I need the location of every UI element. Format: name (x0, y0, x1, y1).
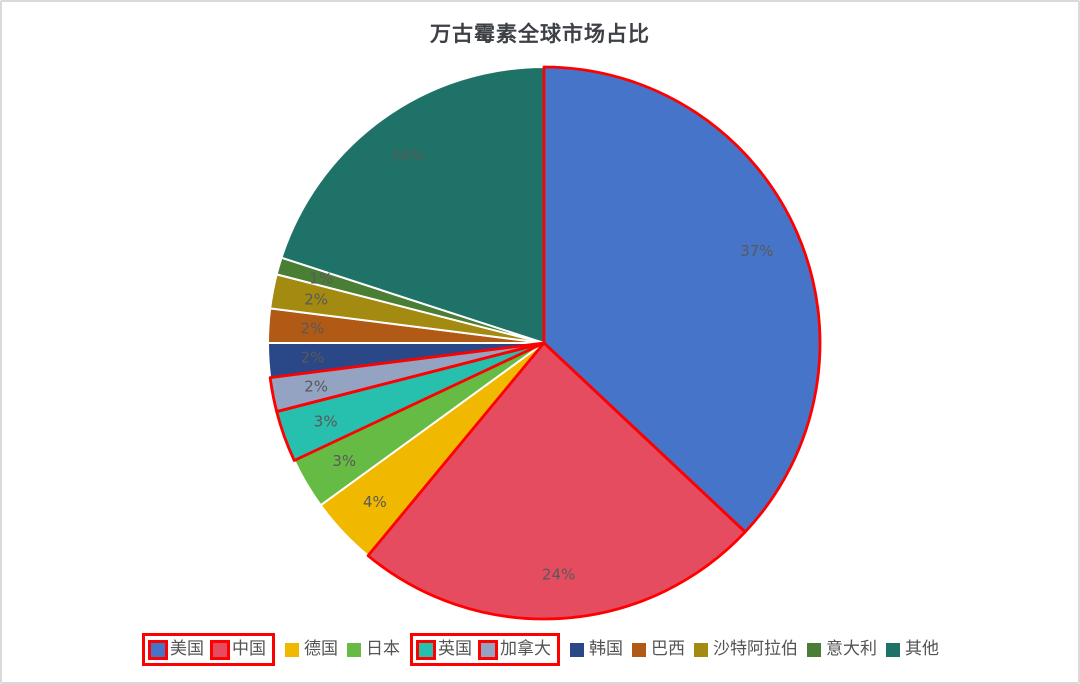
legend-item: 中国 (213, 641, 266, 658)
legend-swatch (285, 642, 299, 657)
legend-item: 巴西 (632, 641, 685, 658)
slice-label: 1% (309, 269, 333, 287)
highlight-outline (366, 341, 747, 621)
legend-label: 美国 (170, 639, 204, 659)
legend-label: 意大利 (826, 639, 877, 659)
slice-label: 20% (391, 146, 424, 164)
legend-label: 其他 (905, 639, 939, 659)
legend-label: 中国 (232, 639, 266, 659)
legend-item: 其他 (886, 641, 939, 658)
legend-label: 英国 (438, 639, 472, 659)
chart-title: 万古霉素全球市场占比 (430, 22, 650, 46)
legend-label: 德国 (304, 639, 338, 659)
slice-label: 2% (304, 378, 328, 396)
pie-slice (280, 66, 545, 344)
legend-swatch (213, 642, 227, 657)
legend-label: 沙特阿拉伯 (713, 639, 798, 659)
legend-item: 英国 (419, 641, 472, 658)
legend-swatch (807, 642, 821, 657)
slice-label: 3% (314, 413, 338, 431)
legend-label: 日本 (366, 639, 400, 659)
legend-swatch (481, 642, 495, 657)
legend-item: 美国 (151, 641, 204, 658)
legend-swatch (886, 642, 900, 657)
legend-label: 韩国 (589, 639, 623, 659)
slice-label: 2% (301, 349, 325, 367)
slice-label: 2% (301, 319, 325, 337)
legend-swatch (632, 642, 646, 657)
legend-swatch (694, 642, 708, 657)
legend: 美国 中国 德国 日本 英国 加拿大 韩国 巴西 沙特阿拉伯 意大利 其他 (2, 633, 1078, 666)
legend-label: 加拿大 (500, 639, 551, 659)
slice-label: 3% (332, 452, 356, 470)
legend-item: 加拿大 (481, 641, 551, 658)
legend-item: 日本 (347, 641, 400, 658)
legend-label: 巴西 (651, 639, 685, 659)
legend-highlight-box: 英国 加拿大 (410, 633, 560, 666)
legend-swatch (347, 642, 361, 657)
slice-label: 2% (304, 291, 328, 309)
legend-highlight-box: 美国 中国 (142, 633, 275, 666)
legend-swatch (151, 642, 165, 657)
slice-label: 4% (363, 493, 387, 511)
highlight-outline (268, 341, 546, 414)
legend-swatch (419, 642, 433, 657)
legend-item: 德国 (285, 641, 338, 658)
legend-item: 意大利 (807, 641, 877, 658)
slice-label: 24% (542, 566, 575, 584)
slice-label: 37% (740, 242, 773, 260)
legend-item: 沙特阿拉伯 (694, 641, 798, 658)
legend-swatch (570, 642, 584, 657)
legend-item: 韩国 (570, 641, 623, 658)
highlight-outline (542, 65, 822, 534)
